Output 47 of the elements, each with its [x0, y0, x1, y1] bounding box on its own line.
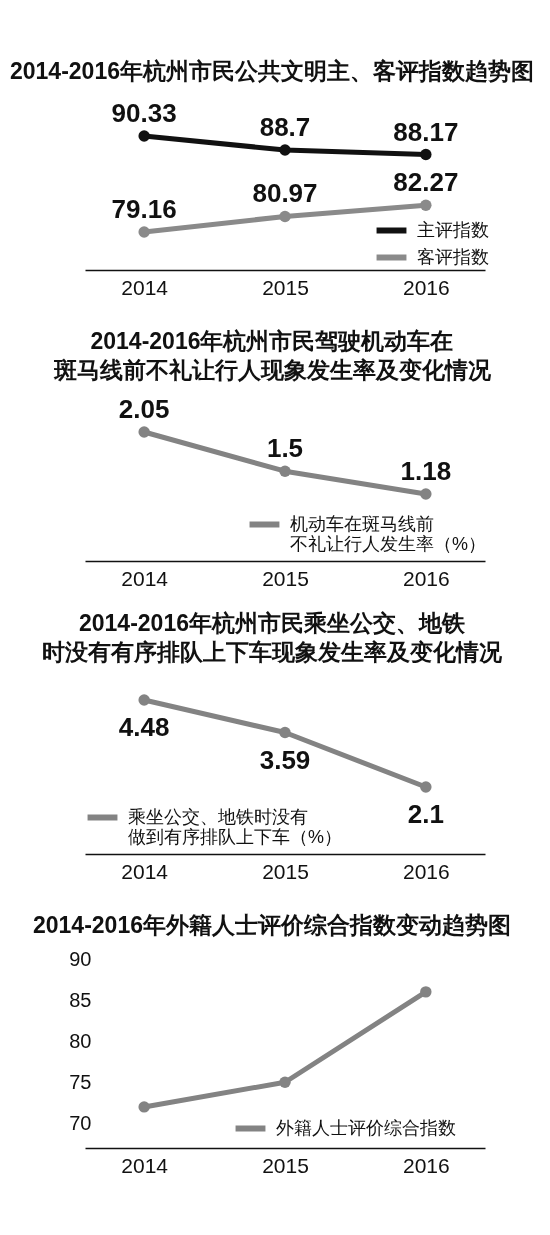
x-tick-label: 2014: [121, 1153, 169, 1177]
point: [420, 199, 432, 211]
data-label: 4.48: [118, 712, 170, 742]
data-label: 1.5: [266, 433, 304, 464]
data-label: 80.97: [252, 178, 318, 209]
point: [138, 1101, 150, 1113]
y-tick-label: 85: [69, 988, 92, 1011]
x-tick-label: 2015: [262, 566, 309, 590]
chart-title: 2014-2016年外籍人士评价综合指数变动趋势图: [33, 912, 511, 938]
x-tick-label: 2014: [121, 275, 169, 299]
data-label: 3.59: [259, 744, 311, 775]
x-tick-label: 2014: [121, 859, 169, 883]
legend-label: 客评指数: [417, 246, 489, 267]
x-tick-label: 2016: [402, 859, 450, 883]
legend-label: 机动车在斑马线前不礼让行人发生率（%）: [289, 513, 486, 554]
point: [138, 130, 150, 142]
data-label: 2.1: [407, 799, 444, 829]
x-tick-label: 2016: [402, 275, 450, 299]
chart-title: 2014-2016年杭州市民乘坐公交、地铁时没有有序排队上下车现象发生率及变化情况: [42, 610, 503, 665]
y-tick-label: 70: [69, 1111, 92, 1134]
point: [279, 1076, 291, 1088]
x-tick-label: 2016: [402, 566, 450, 590]
point: [279, 210, 291, 223]
y-tick-label: 90: [69, 947, 92, 970]
data-label: 1.18: [400, 456, 452, 486]
point: [138, 226, 150, 238]
data-label: 2.05: [118, 394, 170, 424]
x-tick-label: 2016: [402, 1153, 450, 1177]
data-label: 82.27: [393, 167, 459, 198]
y-tick-label: 80: [69, 1029, 92, 1052]
chart-title: 2014-2016年杭州市民公共文明主、客评指数趋势图: [10, 58, 534, 84]
x-tick-label: 2015: [262, 275, 309, 299]
data-label: 88.7: [259, 112, 311, 143]
y-tick-label: 75: [69, 1070, 92, 1093]
legend-label: 外籍人士评价综合指数: [276, 1117, 456, 1138]
point: [420, 148, 432, 161]
x-tick-label: 2014: [121, 566, 169, 590]
point: [279, 144, 291, 156]
data-label: 90.33: [111, 98, 177, 128]
data-label: 79.16: [111, 194, 177, 224]
legend-label: 乘坐公交、地铁时没有做到有序排队上下车（%）: [128, 806, 343, 847]
x-tick-label: 2015: [262, 859, 309, 883]
legend-label: 主评指数: [417, 219, 489, 240]
point: [420, 986, 432, 998]
data-label: 88.17: [393, 116, 459, 147]
chart-title: 2014-2016年杭州市民驾驶机动车在斑马线前不礼让行人现象发生率及变化情况: [52, 328, 492, 383]
x-tick-label: 2015: [262, 1153, 309, 1177]
